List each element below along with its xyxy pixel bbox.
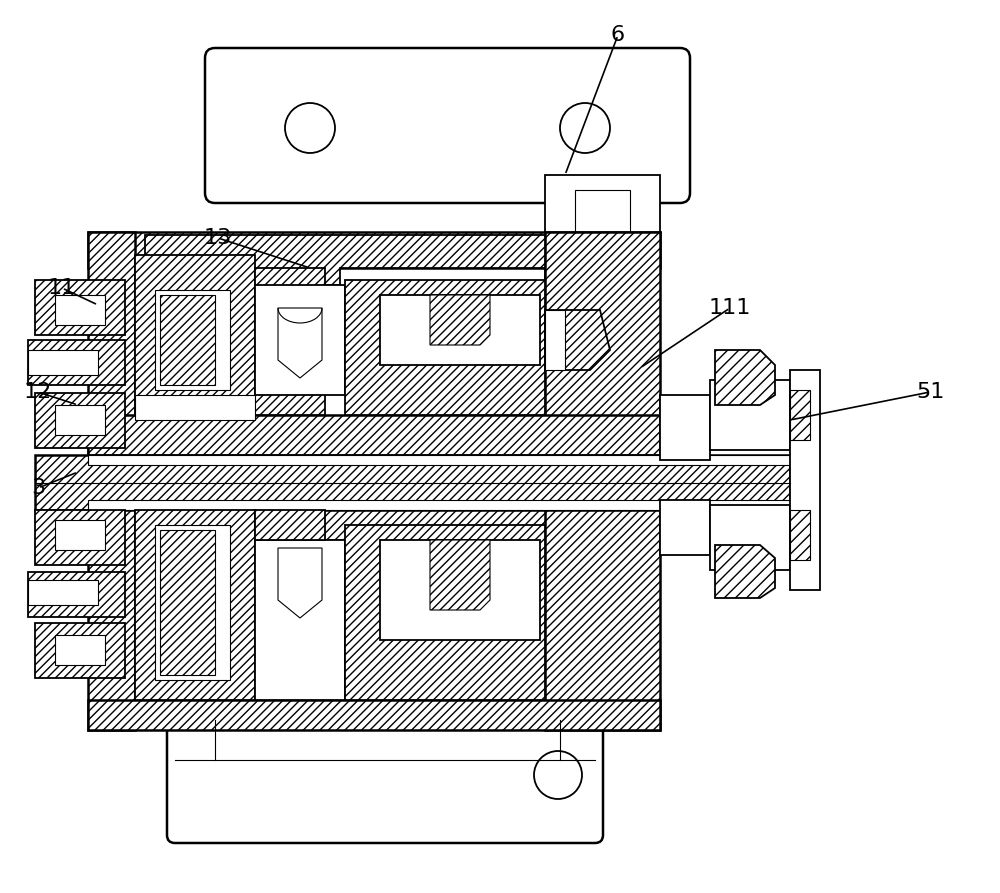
Bar	[28, 572, 125, 617]
Polygon shape	[255, 540, 345, 700]
Polygon shape	[155, 290, 230, 390]
Bar	[660, 500, 710, 555]
Circle shape	[560, 103, 610, 153]
Polygon shape	[88, 455, 790, 465]
Polygon shape	[545, 510, 660, 730]
Text: 12: 12	[24, 382, 52, 402]
Polygon shape	[715, 545, 775, 598]
Polygon shape	[345, 280, 545, 415]
Bar	[790, 510, 810, 560]
Polygon shape	[135, 255, 255, 415]
Polygon shape	[88, 232, 660, 268]
Text: 13: 13	[204, 228, 232, 248]
Polygon shape	[135, 510, 255, 700]
Polygon shape	[88, 500, 790, 510]
Polygon shape	[88, 700, 660, 730]
Text: 3: 3	[31, 478, 45, 498]
Polygon shape	[160, 530, 215, 675]
Bar	[790, 390, 810, 440]
Polygon shape	[380, 295, 540, 365]
Polygon shape	[35, 455, 790, 510]
Circle shape	[534, 751, 582, 799]
Polygon shape	[430, 295, 490, 345]
Bar	[55, 520, 105, 550]
Bar	[35, 623, 125, 678]
Polygon shape	[255, 510, 325, 540]
Bar	[35, 280, 125, 335]
Bar	[35, 510, 125, 565]
Bar	[660, 395, 710, 460]
Polygon shape	[88, 510, 660, 540]
Polygon shape	[430, 540, 490, 610]
Bar	[135, 395, 255, 420]
Polygon shape	[345, 525, 545, 700]
Polygon shape	[88, 232, 135, 455]
Bar	[35, 393, 125, 448]
Circle shape	[285, 103, 335, 153]
Text: 51: 51	[916, 382, 944, 402]
Polygon shape	[545, 232, 660, 455]
Polygon shape	[145, 235, 545, 285]
Bar	[28, 340, 125, 385]
Bar	[545, 175, 660, 430]
Bar	[55, 635, 105, 665]
Polygon shape	[160, 295, 215, 385]
FancyBboxPatch shape	[167, 712, 603, 843]
Bar	[710, 505, 790, 570]
Polygon shape	[155, 525, 230, 680]
Polygon shape	[88, 415, 660, 455]
Polygon shape	[88, 510, 135, 730]
Polygon shape	[380, 540, 540, 640]
Polygon shape	[255, 285, 345, 395]
FancyBboxPatch shape	[205, 48, 690, 203]
Polygon shape	[278, 548, 322, 618]
Bar	[55, 295, 105, 325]
Bar	[790, 370, 820, 590]
Polygon shape	[715, 350, 775, 405]
Polygon shape	[278, 308, 322, 378]
Text: 6: 6	[611, 25, 625, 45]
Text: 111: 111	[709, 298, 751, 318]
Bar	[575, 190, 630, 310]
Polygon shape	[545, 310, 610, 370]
Polygon shape	[545, 310, 565, 370]
Text: 11: 11	[48, 278, 76, 298]
Bar	[28, 580, 98, 605]
Polygon shape	[255, 268, 325, 415]
Bar	[55, 405, 105, 435]
Bar	[28, 350, 98, 375]
Bar	[710, 380, 790, 450]
